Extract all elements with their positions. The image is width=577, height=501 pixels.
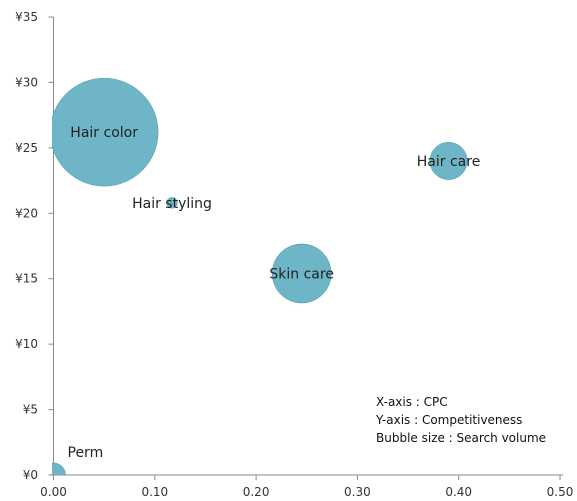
bubbles [52,77,468,475]
x-axis-ticks: 0.00 0.10 0.20 0.30 0.40 0.50 [40,475,573,499]
annotation-line-2: Y-axis : Competitiveness [375,413,522,427]
y-tick-label: ¥30 [15,75,38,89]
bubble [271,243,332,304]
bubble-label: Hair styling [132,196,212,212]
y-tick-label: ¥25 [15,141,38,155]
bubble-label: Skin care [269,266,334,282]
bubble [429,141,468,180]
y-axis-ticks: ¥0 ¥5 ¥10 ¥15 ¥20 ¥25 ¥30 ¥35 [15,10,54,482]
x-tick-label: 0.30 [344,485,371,499]
y-tick-label: ¥10 [15,337,38,351]
y-tick-label: ¥0 [23,468,38,482]
bubble-label: Hair color [70,125,138,141]
bubble-labels: Hair color Hair styling Hair care Skin care… [68,125,481,461]
y-tick-label: ¥20 [15,206,38,220]
x-tick-label: 0.10 [141,485,168,499]
annotation-line-3: Bubble size : Search volume [376,431,546,445]
bubble-label: Hair care [417,154,481,170]
y-tick-label: ¥15 [15,272,38,286]
x-tick-label: 0.20 [243,485,270,499]
bubble [52,462,66,475]
chart-annotation: X-axis : CPC Y-axis : Competitiveness Bu… [375,395,546,445]
annotation-line-1: X-axis : CPC [376,395,448,409]
x-tick-label: 0.50 [547,485,574,499]
x-tick-label: 0.40 [445,485,472,499]
bubble [52,77,159,187]
x-tick-label: 0.00 [40,485,67,499]
y-tick-label: ¥35 [15,10,38,24]
bubble [166,197,178,209]
bubble-label: Perm [68,445,104,461]
y-tick-label: ¥5 [23,403,38,417]
